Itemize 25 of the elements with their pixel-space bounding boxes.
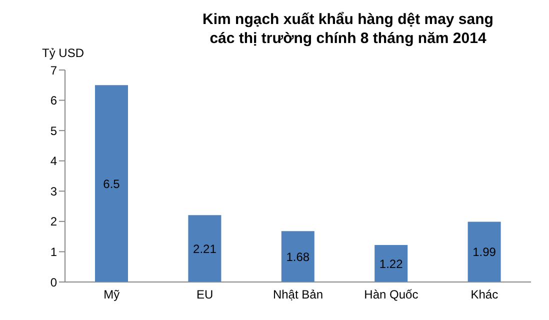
y-tick-label: 2 bbox=[50, 214, 58, 229]
y-tick-label: 0 bbox=[50, 275, 58, 290]
y-tick-label: 3 bbox=[50, 184, 58, 198]
y-tick-label: 1 bbox=[50, 244, 58, 259]
x-tick-label: Khác bbox=[470, 288, 498, 302]
y-tick-label: 4 bbox=[50, 154, 58, 168]
y-tick-label: 6 bbox=[50, 94, 58, 108]
bar bbox=[468, 222, 501, 282]
x-tick-label: Mỹ bbox=[104, 288, 120, 302]
y-tick-label: 5 bbox=[50, 124, 58, 138]
data-label: 1.99 bbox=[472, 245, 496, 260]
x-tick-label: Nhật Bản bbox=[272, 288, 324, 302]
data-label: 6.5 bbox=[103, 176, 120, 191]
y-axis-title: Tỷ USD bbox=[42, 46, 84, 60]
y-tick-label: 7 bbox=[50, 63, 58, 78]
x-tick-label: EU bbox=[196, 288, 214, 302]
bar bbox=[95, 85, 128, 282]
data-label: 1.68 bbox=[286, 250, 310, 264]
bar bbox=[374, 245, 408, 282]
bar bbox=[281, 231, 314, 282]
x-tick-label: Hàn Quốc bbox=[364, 288, 418, 302]
bar bbox=[188, 215, 222, 282]
chart-title: Kim ngạch xuất khẩu hàng dệt may sang các thị trường chính 8 tháng năm 2014 bbox=[202, 10, 494, 48]
data-label: 2.21 bbox=[193, 242, 217, 256]
data-label: 1.22 bbox=[379, 256, 404, 271]
